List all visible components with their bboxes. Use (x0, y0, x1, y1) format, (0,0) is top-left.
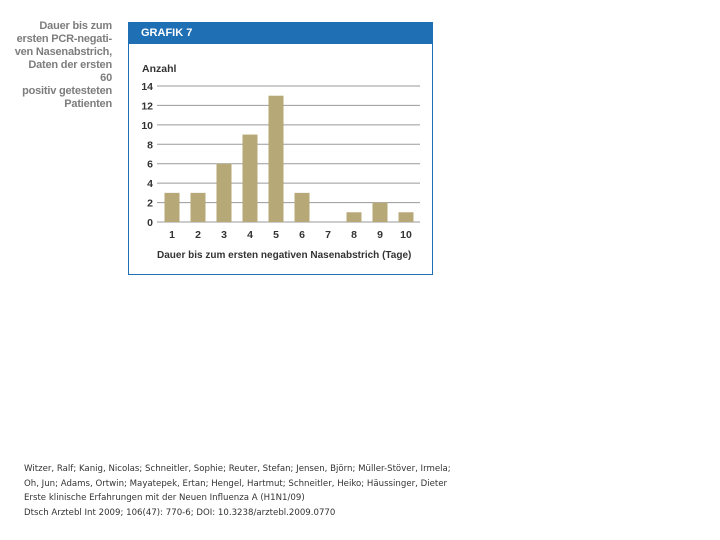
y-tick-label: 4 (147, 178, 153, 190)
bar-10 (398, 212, 414, 222)
x-tick-label: 6 (299, 229, 305, 241)
y-tick-label: 0 (147, 217, 153, 229)
figure-header: GRAFIK 7 (129, 23, 432, 44)
bars (164, 95, 414, 222)
x-tick-label: 9 (377, 229, 383, 241)
x-tick-label: 1 (169, 229, 175, 241)
bar-6 (294, 192, 310, 222)
figure-frame: GRAFIK 7 Anzahl 0 2 4 6 8 10 12 14 1 2 3 4 5 6 7 8 9 10 … (128, 22, 433, 275)
y-tick-label: 10 (141, 120, 153, 132)
bar-2 (190, 192, 206, 222)
y-tick-label: 12 (141, 100, 153, 112)
bar-4 (242, 134, 258, 222)
y-tick-labels: 0 2 4 6 8 10 12 14 (141, 81, 153, 229)
citation-authors-line-2: Oh, Jun; Adams, Ortwin; Mayatepek, Ertan… (24, 478, 448, 489)
x-tick-label: 4 (247, 229, 253, 241)
citation-authors-line-1: Witzer, Ralf; Kanig, Nicolas; Schneitler… (24, 464, 451, 474)
figure-label: GRAFIK 7 (141, 27, 193, 39)
x-tick-label: 7 (325, 229, 331, 241)
y-tick-label: 8 (147, 139, 153, 151)
citation: Witzer, Ralf; Kanig, Nicolas; Schneitler… (24, 462, 714, 520)
citation-title: Erste klinische Erfahrungen mit der Neue… (24, 493, 305, 503)
bar-5 (268, 95, 284, 222)
y-tick-label: 6 (147, 159, 153, 171)
y-tick-label: 14 (141, 81, 153, 93)
bar-8 (346, 212, 362, 222)
x-axis-label: Dauer bis zum ersten negativen Nasenabst… (157, 250, 411, 261)
x-tick-label: 2 (195, 229, 201, 241)
x-tick-label: 10 (400, 229, 412, 241)
bar-3 (216, 163, 232, 222)
y-tick-label: 2 (147, 198, 153, 210)
figure-side-caption: Dauer bis zum ersten PCR-negati- ven Nas… (14, 20, 112, 110)
bar-9 (372, 202, 388, 222)
y-axis-label: Anzahl (142, 63, 177, 75)
citation-source: Dtsch Arztebl Int 2009; 106(47): 770-6; … (24, 507, 336, 518)
x-tick-label: 3 (221, 229, 227, 241)
x-tick-label: 8 (351, 229, 357, 241)
x-tick-label: 5 (273, 229, 279, 241)
bar-1 (164, 192, 180, 222)
x-tick-labels: 1 2 3 4 5 6 7 8 9 10 (169, 229, 412, 241)
figure-body: Anzahl 0 2 4 6 8 10 12 14 1 2 3 4 5 6 7 8 9 10 Dauer bis… (129, 44, 432, 276)
